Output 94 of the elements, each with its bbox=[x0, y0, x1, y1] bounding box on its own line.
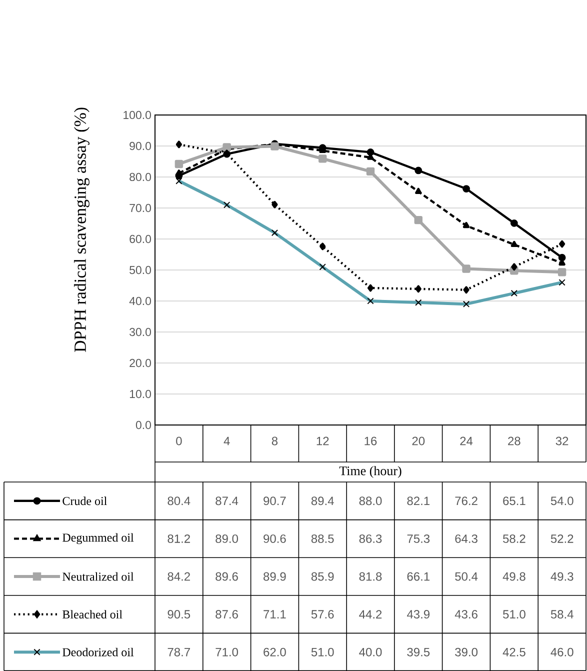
x-tick-label: 0 bbox=[176, 436, 182, 446]
data-label: 40.0 bbox=[359, 648, 382, 656]
point bbox=[414, 216, 422, 224]
data-label: 87.6 bbox=[216, 610, 238, 619]
data-label: 49.3 bbox=[550, 572, 574, 581]
legend-label: Degummed oil bbox=[62, 533, 134, 544]
legend-label: Neutralized oil bbox=[62, 572, 134, 581]
legend-label: Crude oil bbox=[62, 496, 107, 506]
point bbox=[320, 242, 326, 250]
data-label: 71.1 bbox=[264, 610, 286, 618]
data-label: 90.6 bbox=[264, 534, 286, 543]
data-label: 82.1 bbox=[407, 496, 430, 506]
data-label: 78.7 bbox=[168, 648, 190, 656]
point bbox=[463, 286, 470, 294]
y-tick-label: 40.0 bbox=[129, 296, 152, 306]
data-label: 64.3 bbox=[455, 534, 478, 543]
y-axis-title: DPPH radical scavenging assay (%) bbox=[74, 108, 90, 352]
y-tick-label: 80.0 bbox=[130, 172, 152, 182]
legend-label: Deodorized oil bbox=[62, 648, 134, 656]
data-label: 58.4 bbox=[550, 610, 574, 619]
data-label: 44.2 bbox=[359, 610, 382, 618]
data-label: 57.6 bbox=[311, 610, 334, 619]
data-label: 89.9 bbox=[264, 572, 286, 581]
data-label: 54.0 bbox=[550, 496, 574, 506]
data-label: 75.3 bbox=[407, 534, 430, 543]
y-tick-label: 50.0 bbox=[130, 266, 152, 274]
data-label: 39.0 bbox=[455, 648, 478, 656]
x-tick-label: 28 bbox=[508, 436, 520, 446]
y-tick-label: 70.0 bbox=[130, 204, 152, 212]
point bbox=[174, 160, 184, 168]
data-label: 76.2 bbox=[455, 496, 478, 506]
point bbox=[559, 240, 566, 248]
data-label: 51.0 bbox=[311, 648, 334, 656]
point bbox=[318, 154, 327, 163]
legend-label: Bleached oil bbox=[62, 610, 122, 619]
point bbox=[462, 264, 470, 273]
data-label: 88.0 bbox=[359, 496, 382, 506]
point bbox=[558, 254, 566, 262]
point bbox=[558, 268, 566, 276]
y-tick-label: 20.0 bbox=[130, 358, 152, 368]
data-label: 87.4 bbox=[216, 496, 238, 506]
x-tick-label: 8 bbox=[272, 436, 278, 446]
x-tick-label: 16 bbox=[364, 436, 377, 446]
point bbox=[510, 240, 518, 247]
y-tick-label: 30.0 bbox=[130, 328, 152, 336]
y-tick-label: 90.0 bbox=[130, 142, 152, 150]
data-label: 58.2 bbox=[503, 534, 526, 543]
point bbox=[510, 219, 518, 227]
data-label: 49.8 bbox=[502, 572, 526, 581]
point bbox=[366, 148, 374, 156]
data-label: 89.6 bbox=[216, 572, 238, 581]
x-tick-label: 12 bbox=[316, 436, 329, 446]
point bbox=[367, 284, 374, 292]
point bbox=[414, 166, 422, 174]
data-label: 81.2 bbox=[168, 534, 190, 543]
data-label: 65.1 bbox=[503, 496, 526, 506]
data-label: 81.8 bbox=[359, 572, 382, 581]
data-label: 85.9 bbox=[311, 572, 334, 581]
point bbox=[415, 188, 422, 194]
data-label: 39.5 bbox=[407, 648, 430, 656]
data-label: 46.0 bbox=[550, 648, 574, 656]
point bbox=[511, 263, 518, 271]
data-label: 51.0 bbox=[503, 610, 526, 619]
x-tick-label: 24 bbox=[460, 436, 473, 446]
point bbox=[462, 185, 470, 192]
data-label: 62.0 bbox=[264, 648, 286, 656]
y-tick-label: 10.0 bbox=[130, 390, 152, 398]
data-label: 86.3 bbox=[359, 534, 382, 543]
data-label: 80.4 bbox=[168, 496, 190, 506]
data-label: 50.4 bbox=[455, 572, 478, 581]
y-tick-label: 100.0 bbox=[124, 110, 152, 120]
point bbox=[176, 140, 182, 148]
data-label: 84.2 bbox=[168, 572, 190, 581]
data-label: 90.5 bbox=[168, 610, 190, 619]
data-label: 90.7 bbox=[264, 496, 286, 506]
point bbox=[366, 167, 375, 176]
data-label: 66.1 bbox=[407, 572, 430, 581]
point bbox=[272, 200, 278, 208]
y-tick-label: 60.0 bbox=[130, 234, 152, 244]
data-label: 43.6 bbox=[454, 610, 478, 619]
data-label: 89.0 bbox=[216, 534, 238, 543]
x-axis-title: Time (hour) bbox=[339, 466, 402, 478]
x-tick-label: 32 bbox=[556, 436, 568, 446]
x-tick-label: 20 bbox=[412, 436, 425, 446]
data-label: 89.4 bbox=[311, 496, 334, 506]
point bbox=[462, 222, 470, 228]
data-label: 88.5 bbox=[311, 534, 334, 543]
data-label: 43.9 bbox=[407, 610, 430, 619]
y-tick-label: 0.0 bbox=[136, 420, 152, 430]
data-label: 71.0 bbox=[216, 648, 238, 656]
data-label: 42.5 bbox=[502, 648, 526, 656]
data-label: 52.2 bbox=[550, 534, 574, 543]
point bbox=[415, 285, 422, 293]
x-tick-label: 4 bbox=[224, 436, 230, 446]
